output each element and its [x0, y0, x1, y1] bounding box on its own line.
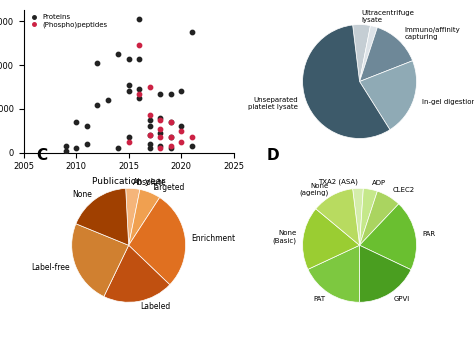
(Phospho)peptides	[156, 146, 164, 151]
(Phospho)peptides	[156, 117, 164, 122]
Proteins	[156, 130, 164, 136]
(Phospho)peptides	[125, 139, 132, 144]
(Phospho)peptides	[146, 132, 154, 138]
(Phospho)peptides	[167, 143, 174, 149]
Proteins	[114, 51, 122, 57]
Proteins	[73, 119, 80, 125]
Wedge shape	[316, 189, 360, 245]
Proteins	[188, 143, 195, 149]
X-axis label: Publication year: Publication year	[92, 177, 165, 186]
Wedge shape	[104, 245, 170, 302]
Proteins	[146, 132, 154, 138]
Wedge shape	[128, 190, 160, 245]
Proteins	[167, 146, 174, 151]
(Phospho)peptides	[167, 119, 174, 125]
Text: Unseparated
platelet lysate: Unseparated platelet lysate	[248, 97, 298, 110]
Wedge shape	[72, 224, 128, 297]
Text: None
(ageing): None (ageing)	[300, 183, 329, 196]
Text: TXA2 (ASA): TXA2 (ASA)	[318, 178, 358, 185]
Text: Labeled: Labeled	[140, 302, 170, 311]
Wedge shape	[302, 209, 360, 269]
Proteins	[136, 56, 143, 61]
Text: C: C	[36, 148, 47, 163]
Wedge shape	[308, 245, 360, 302]
Proteins	[167, 91, 174, 96]
(Phospho)peptides	[146, 113, 154, 118]
Proteins	[146, 141, 154, 147]
Proteins	[73, 146, 80, 151]
Proteins	[136, 16, 143, 22]
Proteins	[83, 124, 91, 129]
(Phospho)peptides	[146, 84, 154, 90]
Proteins	[188, 30, 195, 35]
Wedge shape	[76, 189, 128, 245]
(Phospho)peptides	[156, 126, 164, 131]
Wedge shape	[360, 189, 377, 245]
Proteins	[104, 97, 111, 103]
Proteins	[177, 89, 185, 94]
Text: Immuno/affinity
capturing: Immuno/affinity capturing	[405, 28, 460, 41]
(Phospho)peptides	[177, 128, 185, 133]
Text: PAT: PAT	[313, 296, 325, 302]
Text: Absolute: Absolute	[133, 178, 167, 187]
Text: ADP: ADP	[372, 180, 386, 186]
Text: None
(Basic): None (Basic)	[272, 230, 296, 244]
Proteins	[146, 146, 154, 151]
Wedge shape	[360, 61, 417, 130]
Legend: Proteins, (Phospho)peptides: Proteins, (Phospho)peptides	[27, 14, 108, 28]
Wedge shape	[353, 188, 364, 245]
(Phospho)peptides	[136, 91, 143, 96]
Proteins	[83, 141, 91, 147]
Wedge shape	[360, 204, 417, 270]
Wedge shape	[360, 25, 377, 82]
Wedge shape	[128, 197, 186, 285]
Wedge shape	[302, 25, 390, 139]
Text: CLEC2: CLEC2	[392, 187, 414, 193]
Wedge shape	[126, 188, 140, 245]
Text: Label-free: Label-free	[32, 263, 70, 272]
Text: Enrichment: Enrichment	[191, 234, 235, 243]
(Phospho)peptides	[156, 135, 164, 140]
(Phospho)peptides	[188, 135, 195, 140]
Proteins	[136, 95, 143, 101]
Proteins	[125, 82, 132, 88]
Proteins	[125, 135, 132, 140]
Text: PAR: PAR	[422, 230, 436, 237]
Proteins	[136, 86, 143, 92]
Text: D: D	[267, 148, 280, 163]
Proteins	[62, 143, 70, 149]
(Phospho)peptides	[177, 139, 185, 144]
Proteins	[156, 91, 164, 96]
Proteins	[146, 117, 154, 122]
Proteins	[156, 115, 164, 120]
Text: None: None	[73, 190, 92, 199]
Proteins	[93, 60, 101, 66]
(Phospho)peptides	[167, 135, 174, 140]
Wedge shape	[360, 28, 412, 82]
Proteins	[62, 148, 70, 153]
Proteins	[125, 89, 132, 94]
Text: GPVI: GPVI	[393, 296, 410, 302]
Proteins	[125, 56, 132, 61]
Proteins	[167, 135, 174, 140]
Wedge shape	[353, 24, 371, 82]
Wedge shape	[360, 191, 399, 245]
Proteins	[114, 146, 122, 151]
Text: In-gel digestion: In-gel digestion	[422, 99, 474, 105]
Wedge shape	[359, 245, 411, 302]
Proteins	[146, 124, 154, 129]
Proteins	[177, 124, 185, 129]
(Phospho)peptides	[136, 43, 143, 48]
Proteins	[167, 119, 174, 125]
Proteins	[93, 102, 101, 107]
Text: Ultracentrifuge
lysate: Ultracentrifuge lysate	[362, 10, 415, 23]
Proteins	[156, 143, 164, 149]
Text: Targeted: Targeted	[152, 183, 186, 192]
